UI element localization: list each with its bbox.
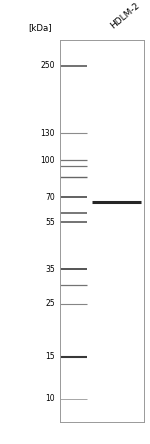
Text: 130: 130 (40, 129, 55, 138)
Text: [kDa]: [kDa] (28, 24, 52, 32)
Text: 70: 70 (45, 193, 55, 202)
Text: 35: 35 (45, 265, 55, 274)
Text: HDLM-2: HDLM-2 (109, 1, 142, 30)
Text: 100: 100 (40, 156, 55, 165)
Text: 25: 25 (45, 299, 55, 308)
Text: 10: 10 (45, 394, 55, 403)
Text: 55: 55 (45, 218, 55, 227)
Text: 15: 15 (45, 352, 55, 361)
Text: 250: 250 (40, 61, 55, 70)
